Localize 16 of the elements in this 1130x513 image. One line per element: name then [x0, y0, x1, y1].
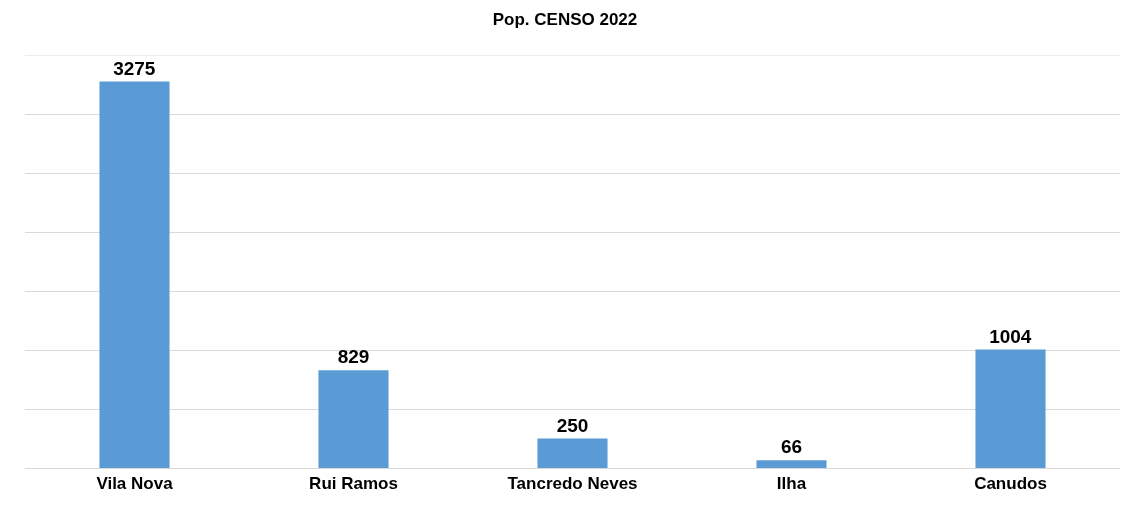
- bar: [975, 349, 1046, 468]
- data-label: 829: [337, 346, 370, 368]
- bar: [318, 370, 389, 468]
- x-tick-label: Vila Nova: [96, 474, 174, 494]
- data-label: 66: [780, 436, 803, 458]
- bar: [99, 81, 170, 468]
- data-label: 1004: [989, 325, 1032, 347]
- x-tick-label: Rui Ramos: [309, 474, 398, 494]
- bar: [537, 438, 608, 468]
- x-tick-label: Ilha: [776, 474, 807, 494]
- x-tick-label: Tancredo Neves: [507, 474, 638, 494]
- chart-title: Pop. CENSO 2022: [492, 9, 638, 29]
- x-tick-label: Canudos: [974, 474, 1047, 494]
- data-label: 3275: [113, 57, 156, 79]
- bar: [756, 460, 827, 468]
- data-label: 250: [556, 414, 589, 436]
